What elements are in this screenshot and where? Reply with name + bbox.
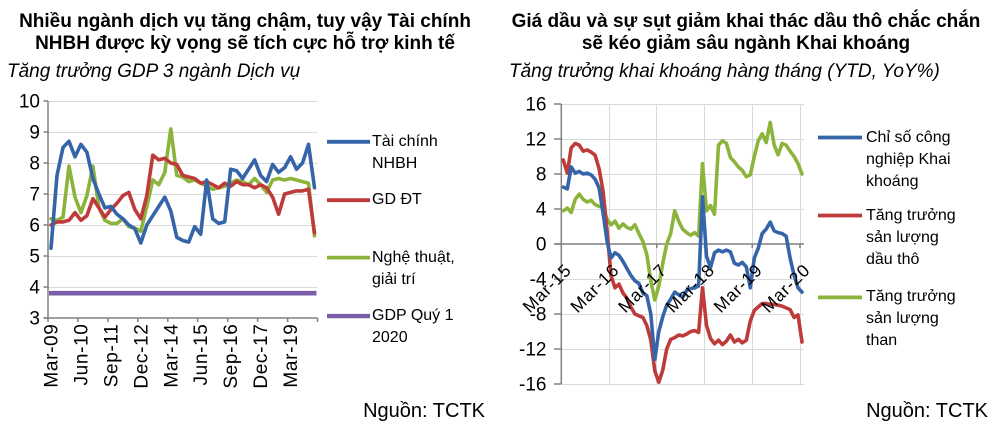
svg-text:Sep-11: Sep-11 bbox=[101, 324, 122, 388]
svg-text:Dec-12: Dec-12 bbox=[131, 324, 152, 389]
svg-text:5: 5 bbox=[29, 247, 40, 268]
svg-text:Mar-19: Mar-19 bbox=[281, 324, 302, 388]
svg-text:Mar-14: Mar-14 bbox=[161, 324, 182, 388]
svg-text:Dec-17: Dec-17 bbox=[251, 324, 272, 389]
svg-text:Jun-15: Jun-15 bbox=[191, 324, 212, 386]
svg-text:-16: -16 bbox=[519, 375, 546, 396]
svg-text:3: 3 bbox=[29, 309, 40, 330]
svg-text:8: 8 bbox=[536, 165, 547, 186]
svg-text:Mar-18: Mar-18 bbox=[662, 260, 719, 317]
svg-text:6: 6 bbox=[29, 216, 40, 237]
svg-text:10: 10 bbox=[19, 92, 40, 113]
svg-text:4: 4 bbox=[536, 200, 547, 221]
svg-text:0: 0 bbox=[536, 235, 547, 256]
svg-text:-8: -8 bbox=[530, 305, 547, 326]
svg-text:Mar-15: Mar-15 bbox=[519, 260, 576, 317]
svg-text:-4: -4 bbox=[530, 270, 547, 291]
svg-text:9: 9 bbox=[29, 123, 40, 144]
svg-text:4: 4 bbox=[29, 278, 40, 299]
svg-text:-12: -12 bbox=[519, 340, 546, 361]
svg-text:8: 8 bbox=[29, 154, 40, 175]
svg-text:Jun-10: Jun-10 bbox=[71, 324, 92, 386]
svg-text:Mar-09: Mar-09 bbox=[42, 324, 63, 388]
svg-text:16: 16 bbox=[525, 95, 546, 116]
svg-text:Sep-16: Sep-16 bbox=[221, 324, 242, 389]
svg-text:7: 7 bbox=[29, 185, 40, 206]
svg-text:12: 12 bbox=[525, 130, 546, 151]
